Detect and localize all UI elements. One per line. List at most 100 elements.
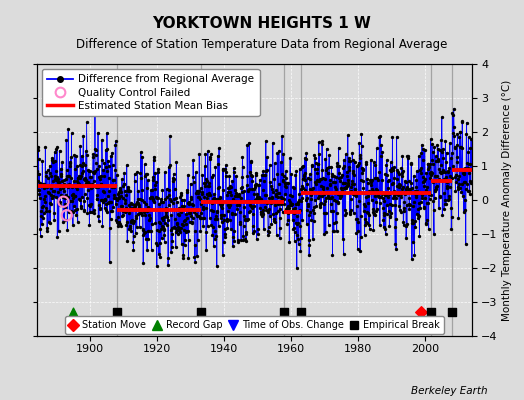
Point	[309, 236, 317, 242]
Point	[180, 226, 188, 233]
Point	[347, 184, 356, 190]
Point	[252, 181, 260, 188]
Point	[310, 166, 319, 172]
Point	[43, 224, 51, 231]
Point	[269, 216, 278, 222]
Point	[379, 224, 388, 230]
Point	[272, 232, 281, 238]
Point	[290, 225, 298, 232]
Point	[374, 193, 383, 200]
Point	[173, 219, 181, 226]
Point	[101, 205, 109, 211]
Point	[113, 197, 121, 204]
Point	[187, 194, 195, 200]
Point	[345, 154, 353, 161]
Point	[344, 177, 352, 183]
Point	[122, 208, 130, 214]
Point	[304, 237, 313, 243]
Point	[387, 168, 395, 175]
Point	[183, 200, 192, 206]
Point	[326, 177, 334, 183]
Point	[354, 219, 362, 225]
Point	[290, 185, 299, 192]
Point	[233, 192, 242, 198]
Point	[224, 208, 233, 214]
Point	[132, 201, 140, 207]
Point	[205, 190, 213, 196]
Point	[255, 182, 263, 188]
Point	[260, 199, 268, 206]
Point	[35, 156, 43, 162]
Point	[322, 194, 330, 201]
Point	[332, 174, 340, 180]
Point	[390, 174, 398, 181]
Point	[243, 182, 251, 189]
Point	[352, 190, 360, 197]
Point	[417, 309, 425, 315]
Point	[357, 130, 366, 137]
Point	[188, 219, 196, 226]
Point	[261, 138, 270, 144]
Point	[192, 169, 200, 175]
Point	[123, 237, 132, 244]
Point	[394, 192, 402, 198]
Point	[290, 238, 299, 244]
Point	[97, 181, 105, 188]
Point	[236, 219, 244, 226]
Point	[59, 185, 68, 191]
Point	[296, 223, 304, 229]
Point	[398, 153, 407, 159]
Point	[422, 170, 431, 176]
Point	[364, 200, 372, 206]
Point	[34, 144, 42, 150]
Point	[439, 154, 447, 161]
Point	[280, 196, 288, 202]
Point	[162, 186, 171, 192]
Point	[381, 231, 390, 238]
Point	[60, 181, 68, 188]
Point	[276, 234, 284, 241]
Point	[140, 209, 148, 215]
Point	[220, 216, 228, 223]
Point	[452, 154, 461, 160]
Point	[154, 195, 162, 202]
Point	[367, 156, 375, 163]
Point	[48, 154, 56, 161]
Point	[381, 171, 390, 178]
Point	[281, 180, 290, 186]
Point	[125, 223, 134, 229]
Point	[200, 194, 208, 200]
Point	[253, 198, 261, 204]
Point	[441, 137, 450, 144]
Point	[86, 168, 94, 174]
Point	[339, 164, 347, 171]
Point	[208, 174, 216, 180]
Point	[269, 198, 277, 205]
Point	[413, 212, 422, 218]
Point	[85, 203, 94, 209]
Point	[410, 172, 418, 179]
Point	[376, 200, 384, 206]
Point	[397, 191, 405, 198]
Point	[192, 190, 200, 196]
Point	[230, 169, 238, 176]
Point	[297, 309, 305, 315]
Point	[274, 190, 282, 196]
Point	[386, 213, 395, 219]
Point	[439, 146, 447, 152]
Point	[434, 166, 443, 172]
Point	[79, 176, 88, 182]
Point	[365, 188, 374, 194]
Point	[225, 203, 233, 210]
Point	[209, 171, 217, 178]
Point	[339, 180, 347, 186]
Point	[139, 225, 147, 232]
Point	[90, 170, 99, 176]
Point	[219, 167, 227, 173]
Point	[304, 201, 312, 208]
Point	[357, 143, 366, 150]
Point	[334, 144, 343, 151]
Point	[124, 187, 133, 193]
Point	[360, 208, 368, 214]
Point	[180, 196, 189, 203]
